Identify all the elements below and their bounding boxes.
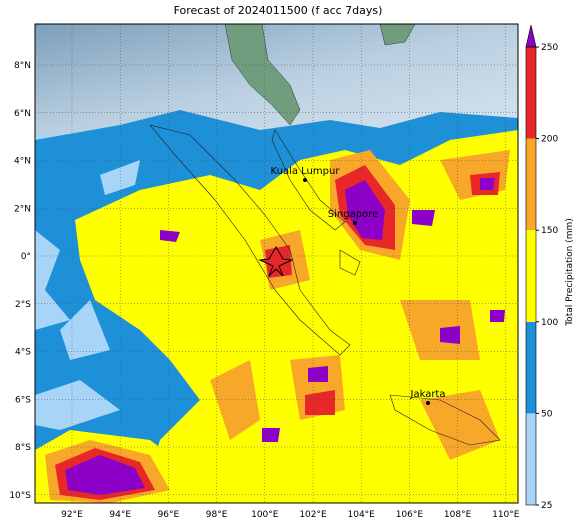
colorbar-label: Total Precipitation (mm) (565, 218, 575, 327)
colorbar-tick-label: 200 (541, 135, 558, 145)
colorbar-tick-label: 100 (541, 318, 558, 328)
x-tick-label: 98°E (206, 510, 228, 520)
y-tick-label: 0° (21, 252, 31, 262)
x-tick-label: 100°E (251, 510, 279, 520)
city-label: Singapore (328, 209, 378, 220)
y-tick-label: 4°S (15, 348, 31, 358)
y-tick-label: 8°N (14, 61, 31, 71)
y-tick-label: 6°S (15, 395, 31, 405)
x-tick-label: 106°E (396, 510, 424, 520)
colorbar-segment (526, 321, 536, 414)
colorbar-tick-label: 50 (541, 409, 553, 419)
city-marker (353, 221, 357, 225)
city-label: Jakarta (410, 389, 446, 400)
x-tick-label: 96°E (158, 510, 180, 520)
title: Forecast of 2024011500 (f acc 7days) (174, 4, 383, 17)
colorbar: 25 50 100 150 200 250 Total Precipitation (mm) (525, 24, 575, 511)
target-star (258, 246, 294, 277)
y-tick-label: 4°N (14, 157, 31, 167)
x-tick-label: 94°E (109, 510, 131, 520)
y-tick-label: 8°S (15, 443, 31, 453)
cities: Kuala Lumpur Singapore Jakarta (271, 166, 446, 405)
colorbar-segment (526, 230, 536, 322)
y-tick-label: 2°N (14, 204, 31, 214)
x-tick-label: 104°E (348, 510, 376, 520)
y-tick-label: 2°S (15, 300, 31, 310)
colorbar-segment (526, 138, 536, 231)
colorbar-segment (526, 47, 536, 139)
x-tick-label: 110°E (492, 510, 520, 520)
axes: 92°E 94°E 96°E 98°E 100°E 102°E 104°E 106°E 108°… (9, 61, 519, 520)
colorbar-extend (525, 24, 537, 48)
y-tick-label: 6°N (14, 109, 31, 119)
city-label: Kuala Lumpur (271, 166, 341, 177)
city-marker (426, 401, 430, 405)
city-marker (303, 178, 307, 182)
colorbar-frame (525, 46, 537, 506)
y-tick-label: 10°S (9, 491, 31, 501)
colorbar-tick-label: 250 (541, 43, 558, 53)
grid (35, 24, 518, 503)
colorbar-segment (526, 413, 536, 505)
x-tick-label: 92°E (61, 510, 83, 520)
x-tick-label: 108°E (444, 510, 472, 520)
colorbar-tick-label: 25 (541, 501, 552, 511)
map-frame (34, 23, 519, 504)
x-tick-label: 102°E (299, 510, 327, 520)
precip-field (35, 24, 518, 503)
colorbar-tick-label: 150 (541, 226, 558, 236)
